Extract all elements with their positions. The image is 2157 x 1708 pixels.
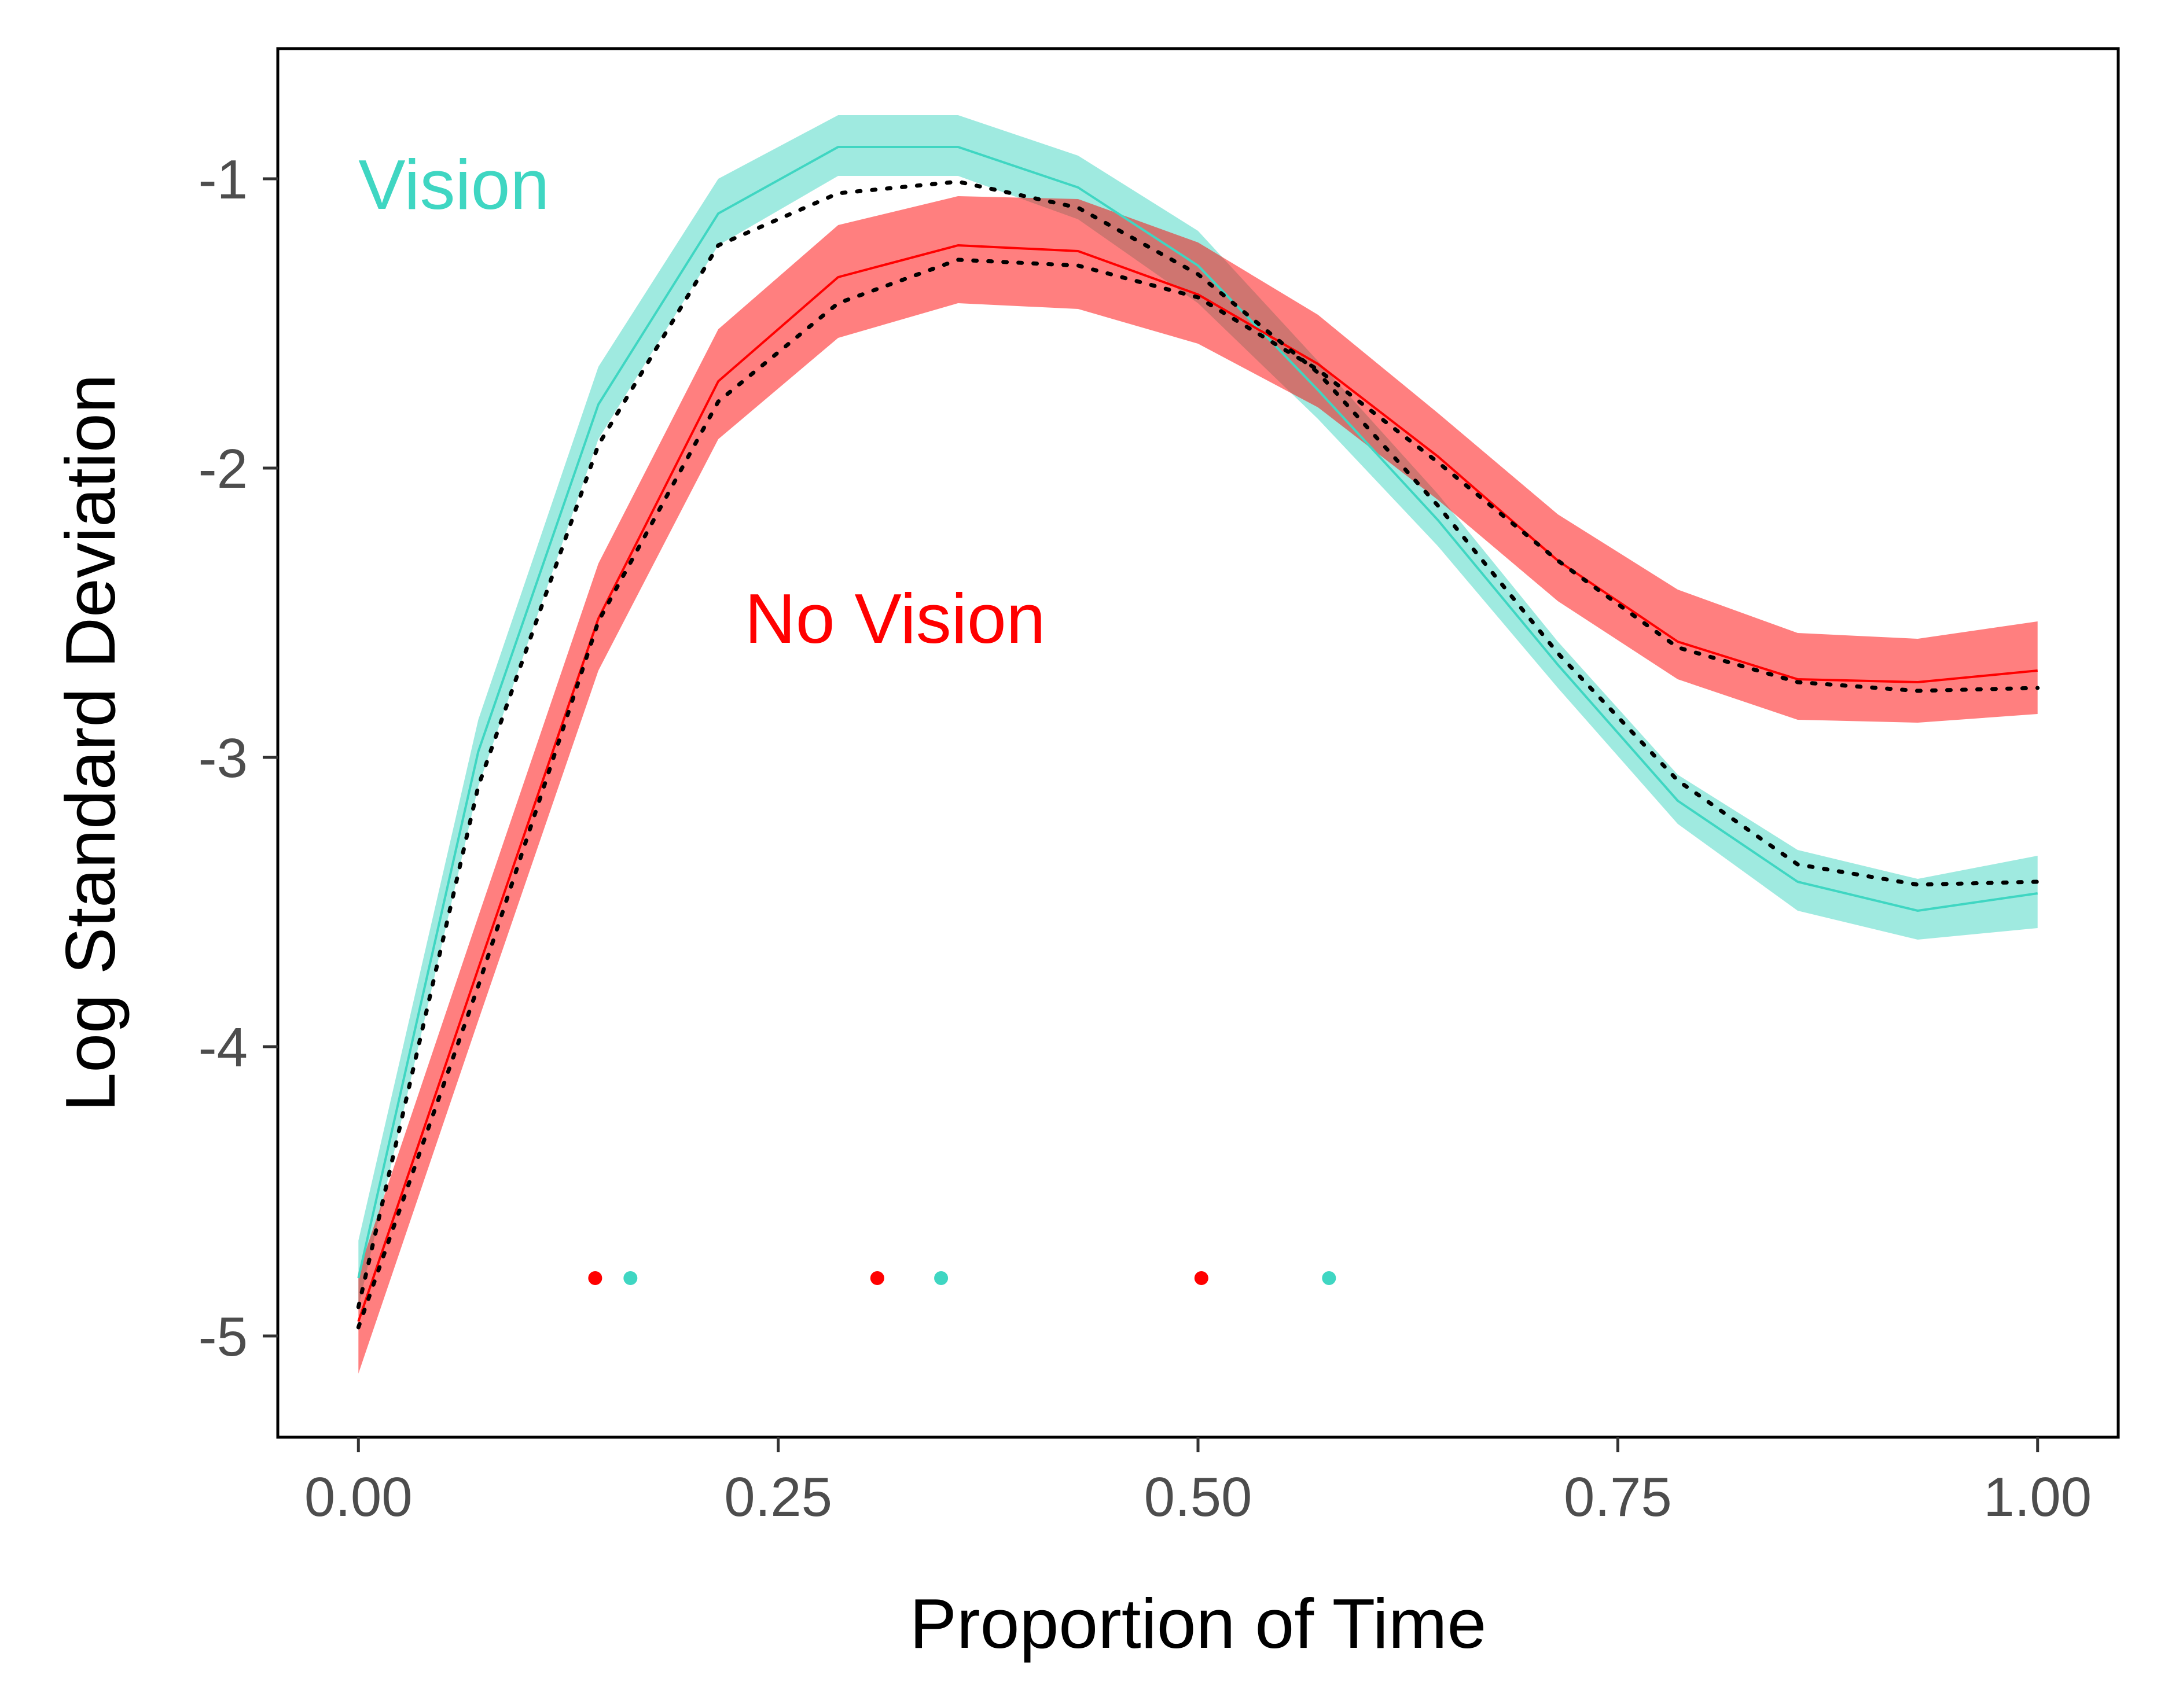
dotted-reference-line-2 — [356, 179, 2040, 1309]
y-tick-label: -4 — [199, 1017, 248, 1078]
vision-annotation: Vision — [358, 145, 549, 224]
dotted-reference-line-3 — [356, 257, 2040, 1330]
marker-point-5 — [1194, 1271, 1208, 1285]
annotations: Vision No Vision — [358, 145, 1045, 658]
x-tick-label: 0.00 — [304, 1466, 413, 1528]
x-tick-label: 0.50 — [1144, 1466, 1252, 1528]
x-axis: 0.00 0.25 0.50 0.75 1.00 — [304, 1437, 2092, 1528]
y-tick-label: -3 — [199, 727, 248, 789]
y-tick-label: -5 — [199, 1306, 248, 1368]
vision-line — [357, 146, 2038, 1279]
marker-point-3 — [870, 1271, 884, 1285]
x-tick-label: 1.00 — [1983, 1466, 2092, 1528]
marker-point-1 — [588, 1271, 602, 1285]
x-tick-label: 0.25 — [724, 1466, 832, 1528]
marker-point-2 — [623, 1271, 638, 1285]
no-vision-line — [357, 244, 2038, 1322]
y-axis-title: Log Standard Deviation — [51, 374, 130, 1111]
y-tick-label: -1 — [199, 149, 248, 211]
x-axis-title: Proportion of Time — [910, 1584, 1487, 1663]
y-axis: -1 -2 -3 -4 -5 — [199, 149, 278, 1368]
marker-point-4 — [934, 1271, 949, 1285]
no-vision-annotation: No Vision — [745, 579, 1046, 658]
marker-points — [588, 1271, 1336, 1285]
marker-point-6 — [1322, 1271, 1336, 1285]
series-lines — [356, 146, 2040, 1330]
y-tick-label: -2 — [199, 438, 248, 500]
x-tick-label: 0.75 — [1564, 1466, 1672, 1528]
